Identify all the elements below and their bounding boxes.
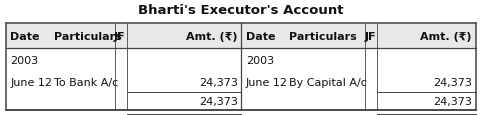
Text: June 12: June 12 xyxy=(246,77,288,87)
Text: 2003: 2003 xyxy=(10,55,39,65)
Text: 24,373: 24,373 xyxy=(433,77,472,87)
Text: JF: JF xyxy=(114,31,125,41)
Text: By Capital A/c: By Capital A/c xyxy=(289,77,367,87)
Text: JF: JF xyxy=(365,31,376,41)
Text: 24,373: 24,373 xyxy=(199,96,238,106)
Text: To Bank A/c: To Bank A/c xyxy=(54,77,118,87)
Text: Amt. (₹): Amt. (₹) xyxy=(420,31,472,41)
Text: Amt. (₹): Amt. (₹) xyxy=(186,31,238,41)
Text: 24,373: 24,373 xyxy=(199,77,238,87)
Text: Particulars: Particulars xyxy=(54,31,121,41)
Text: 2003: 2003 xyxy=(246,55,274,65)
Text: Date: Date xyxy=(246,31,275,41)
Text: June 12: June 12 xyxy=(10,77,53,87)
Text: Date: Date xyxy=(10,31,40,41)
Text: Bharti's Executor's Account: Bharti's Executor's Account xyxy=(138,4,344,17)
Bar xyxy=(6,23,476,49)
Text: Particulars: Particulars xyxy=(289,31,357,41)
Text: 24,373: 24,373 xyxy=(433,96,472,106)
